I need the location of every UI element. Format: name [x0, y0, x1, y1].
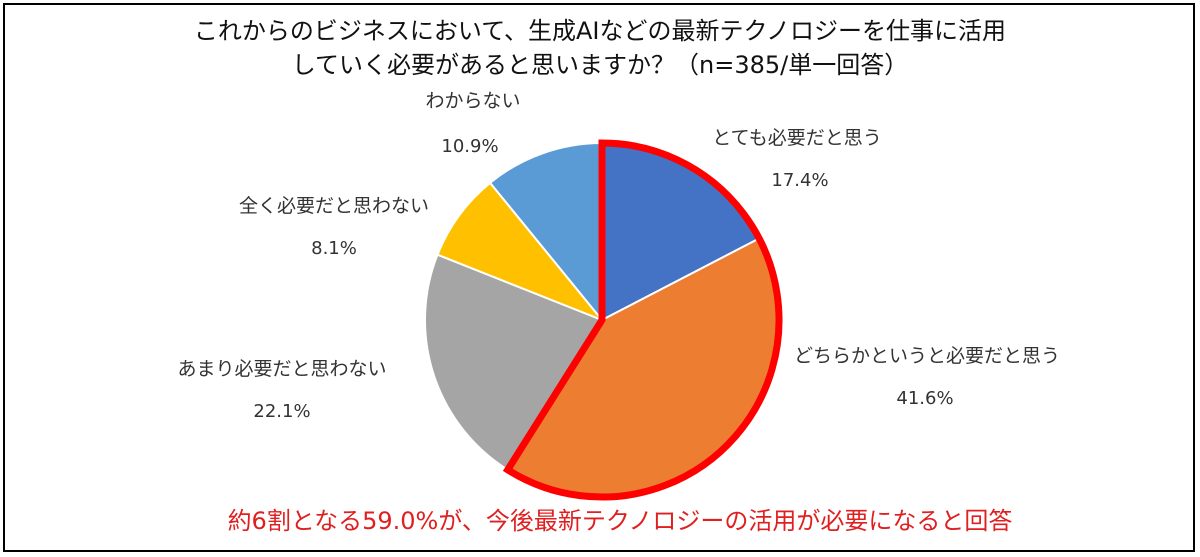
- slice-value-dont-know: 10.9%: [441, 136, 498, 157]
- slice-label-very-necessary: とても必要だと思う: [712, 127, 881, 149]
- pie-slice-3: [424, 253, 604, 472]
- summary-callout: 約6割となる59.0%が、今後最新テクノロジーの活用が必要になると回答: [227, 507, 1013, 535]
- pie-slice-5: [488, 141, 603, 323]
- highlight-outline: [502, 139, 783, 501]
- slice-label-somewhat-necessary: どちらかというと必要だと思う: [794, 345, 1060, 367]
- slice-label-not-very-necessary: あまり必要だと思わない: [177, 358, 386, 380]
- slice-value-not-at-all-necessary: 8.1%: [311, 238, 357, 259]
- slice-value-very-necessary: 17.4%: [771, 170, 828, 191]
- slice-labels: とても必要だと思う 17.4% どちらかというと必要だと思う 41.6% あまり…: [177, 90, 1060, 422]
- chart-title: これからのビジネスにおいて、生成AIなどの最新テクノロジーを仕事に活用 していく…: [0, 14, 1200, 82]
- slice-value-somewhat-necessary: 41.6%: [896, 388, 953, 409]
- chart-title-line-2: していく必要があると思いますか？（n=385/単一回答）: [291, 51, 909, 79]
- slice-value-not-very-necessary: 22.1%: [253, 401, 310, 422]
- pie-slice-4: [436, 181, 606, 323]
- slice-label-not-at-all-necessary: 全く必要だと思わない: [239, 195, 429, 217]
- chart-title-line-1: これからのビジネスにおいて、生成AIなどの最新テクノロジーを仕事に活用: [193, 17, 1007, 45]
- slice-label-dont-know: わからない: [425, 90, 520, 112]
